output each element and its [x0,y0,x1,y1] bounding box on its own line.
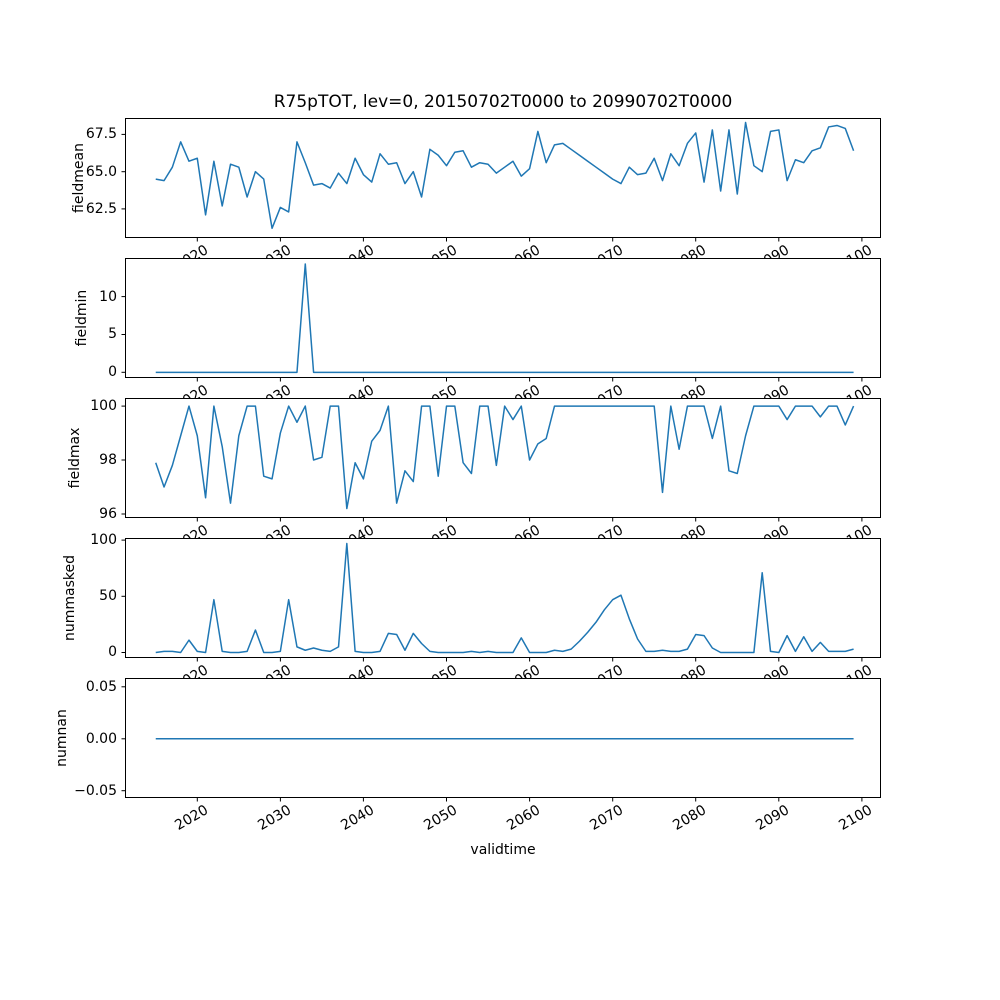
x-tick-label: 2020 [171,662,211,678]
y-tick-label: 0.00 [85,730,117,747]
x-tick-label: 2020 [171,522,211,538]
x-tick-label: 2090 [753,662,793,678]
axes-border [125,118,881,238]
x-tick-label: 2060 [504,522,544,538]
x-tick-label: 2060 [504,242,544,258]
x-tick-label: 2030 [254,662,294,678]
x-tick-label: 2060 [504,662,544,678]
x-tick-label: 2100 [836,802,876,834]
x-tick-label: 2040 [338,242,377,258]
data-line-nummasked [155,542,854,654]
x-tick-label: 2070 [587,242,627,258]
x-axis-label: validtime [470,842,536,858]
data-line-fieldmax [155,405,855,510]
y-tick-label: 96 [99,505,117,522]
axes-fieldmin [121,258,881,382]
x-tick-label: 2060 [504,382,544,398]
x-tick-label: 2080 [670,802,710,834]
subplot-numnan: −0.05 0.00 0.05 numnan 2020 2030 2040 2050 2060 2… [0,678,1000,834]
x-tick-label: 2030 [254,242,294,258]
x-tick-label: 2020 [171,242,211,258]
x-tick-label: 2070 [587,382,627,398]
x-tick-label: 2030 [254,522,294,538]
x-tick-label: 2080 [670,382,710,398]
x-tick-label-row: 2020 2030 2040 2050 2060 2070 2080 2090 2100 [125,518,885,538]
subplot-fieldmean: 62.5 65.0 67.5 fieldmean 2020 2030 2040 2050 206… [0,118,1000,258]
plot-title: R75pTOT, lev=0, 20150702T0000 to 2099070… [273,92,733,112]
x-tick-label: 2050 [421,242,460,258]
subplot-nummasked: 0 50 100 nummasked 2020 2030 2040 2050 2060 2070 2… [0,532,1000,678]
x-tick-label: 2020 [171,802,211,834]
x-tick-label: 2090 [753,802,793,834]
y-axis-label-fieldmean: fieldmean [71,143,87,213]
y-tick-label: 0 [108,364,117,381]
x-tick-label: 2080 [670,522,710,538]
x-tick-label: 2040 [338,662,377,678]
y-axis-label-nummasked: nummasked [62,555,78,642]
x-tick-label: 2030 [254,802,294,834]
axes-nummasked [121,538,881,662]
x-tick-label: 2100 [836,382,876,398]
x-tick-label: 2040 [338,382,377,398]
axes-border [125,398,881,518]
y-tick-label: 65.0 [85,163,117,180]
x-tick-label: 2040 [338,522,377,538]
y-tick-label: 5 [108,326,117,343]
axes-border [125,678,881,798]
subplot-fieldmax: 96 98 100 fieldmax 2020 2030 2040 2050 2060 2070 2… [0,398,1000,538]
x-tick-label: 2050 [421,662,460,678]
x-tick-label: 2040 [338,802,377,834]
x-tick-label: 2050 [421,522,460,538]
y-axis-label-fieldmax: fieldmax [67,427,83,489]
axes-numnan [121,678,881,802]
y-tick-label: 100 [90,532,117,549]
x-tick-label: 2020 [171,382,211,398]
x-tick-label: 2030 [254,382,294,398]
data-line-fieldmin [155,263,854,374]
subplot-fieldmin: 0 5 10 fieldmin 2020 2030 2040 2050 2060 2070 2080… [0,258,1000,398]
axes-fieldmax [121,398,881,522]
y-tick-label: 98 [99,452,117,469]
axes-border [125,538,881,658]
y-tick-label: 0.05 [85,678,117,695]
y-axis-label-numnan: numnan [54,709,70,767]
x-tick-label: 2060 [504,802,544,834]
y-tick-label: 100 [90,398,117,415]
x-tick-label: 2100 [836,242,876,258]
y-tick-label: 67.5 [85,126,117,143]
x-tick-label-row: 2020 2030 2040 2050 2060 2070 2080 2090 2100 [125,238,885,258]
x-tick-label: 2070 [587,662,627,678]
x-tick-label-row: 2020 2030 2040 2050 2060 2070 2080 2090 2100 [125,658,885,678]
x-tick-label: 2070 [587,522,627,538]
x-tick-label: 2050 [421,382,460,398]
x-tick-label: 2100 [836,662,876,678]
x-tick-label: 2090 [753,242,793,258]
y-tick-label: 0 [108,644,117,661]
x-tick-label: 2090 [753,522,793,538]
data-line-fieldmean [155,121,855,230]
x-tick-label: 2090 [753,382,793,398]
x-tick-label-row: 2020 2030 2040 2050 2060 2070 2080 2090 2100 [125,798,885,848]
x-tick-label: 2070 [587,802,627,834]
x-tick-label: 2100 [836,522,876,538]
y-tick-label: −0.05 [74,782,117,799]
x-tick-label: 2080 [670,242,710,258]
x-tick-label: 2050 [421,802,460,834]
y-tick-label: 50 [99,588,117,605]
y-tick-label: 62.5 [85,200,117,217]
y-axis-label-fieldmin: fieldmin [74,289,90,347]
x-tick-label: 2080 [670,662,710,678]
axes-fieldmean [121,118,881,242]
axes-border [125,258,881,378]
y-tick-label: 10 [99,288,117,305]
x-tick-label-row: 2020 2030 2040 2050 2060 2070 2080 2090 2100 [125,378,885,398]
